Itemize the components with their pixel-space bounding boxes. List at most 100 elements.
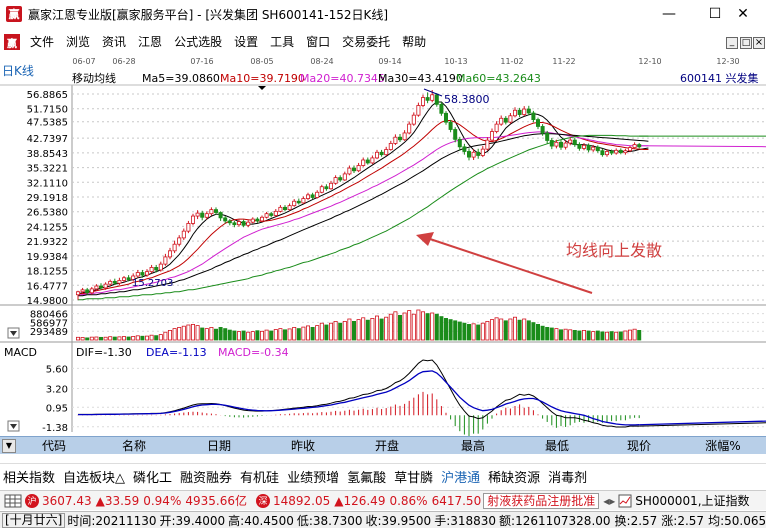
scroll-left-button[interactable]: ▼ [2,438,16,453]
col-open[interactable]: 开盘 [374,439,399,453]
date-marker-icon [258,86,266,90]
stock-chart-panel[interactable]: 06-07 06-28 07-16 08-05 08-24 09-14 10-13 11-02… [0,56,766,438]
candle-body [347,167,352,175]
minimize-button[interactable]: — [662,6,676,22]
volume-bar [80,337,85,341]
menu-file[interactable]: 文件 [30,35,55,49]
candle-body [480,148,485,156]
sz-index-badge[interactable]: 深 [255,493,270,508]
collapse-arrow-icon [10,424,17,429]
menu-formula-screener[interactable]: 公式选股 [174,35,223,49]
volume-bar [618,331,623,341]
candle-body [135,272,140,277]
tab-hk-connect[interactable]: 沪港通 [441,470,481,486]
date-axis: 06-07 06-28 07-16 08-05 08-24 09-14 10-13 11-02… [72,57,739,66]
tab-silicone[interactable]: 有机硅 [240,470,280,486]
menu-info[interactable]: 资讯 [102,35,127,49]
volume-bar [393,311,398,341]
volume-bar [186,324,191,341]
dea-label: DEA=-1.13 [146,346,207,359]
volume-bar [425,313,430,341]
low-price-label: 15.2703 [132,278,173,289]
candle-body [149,267,154,273]
volume-bar [296,328,301,341]
price-tick-label: 24.1255 [27,222,68,233]
col-price[interactable]: 现价 [626,439,651,453]
candle-body [609,151,614,154]
volume-bar [457,321,462,341]
tab-hydrofluoric-acid[interactable]: 氢氟酸 [347,470,387,486]
candle-body [370,157,375,164]
menu-gann[interactable]: 江恩 [138,35,163,49]
tab-profit-forecast[interactable]: 业绩预增 [287,470,340,486]
candle-body [126,277,131,280]
tab-disinfectant[interactable]: 消毒剂 [548,470,588,486]
menu-tools[interactable]: 工具 [270,35,295,49]
candle-body [232,222,237,226]
col-high[interactable]: 最高 [460,439,485,453]
volume-bar [494,317,499,341]
price-tick-label: 56.8865 [27,90,68,101]
col-change-pct[interactable]: 涨幅% [705,439,741,453]
date-tick-label: 07-16 [190,57,213,66]
mdi-maximize-button[interactable]: □ [740,37,752,49]
col-date[interactable]: 日期 [206,439,231,453]
candle-body [167,250,172,258]
menu-window[interactable]: 窗口 [306,35,331,49]
menu-settings[interactable]: 设置 [234,35,259,49]
grid-icon[interactable] [4,494,22,508]
ticker-symbol[interactable]: SH000001,上证指数 [635,494,750,508]
news-ticker[interactable]: 射液获药品注册批准 [483,492,600,509]
col-name[interactable]: 名称 [121,439,146,453]
menu-browse[interactable]: 浏览 [66,35,91,49]
candle-body [282,206,287,211]
macd-title[interactable]: MACD [4,346,37,359]
chart-icon[interactable] [618,494,632,508]
tab-scarce-resources[interactable]: 稀缺资源 [488,470,541,486]
ma-line-ma30 [78,133,649,297]
candle-body [213,209,218,213]
sh-index-badge[interactable]: 沪 [25,493,39,508]
chart-canvas[interactable]: 06-07 06-28 07-16 08-05 08-24 09-14 10-13 11-02… [0,56,766,438]
volume-bar [122,336,127,341]
volume-bar [609,331,614,341]
volume-bar [282,329,287,341]
date-tick-label: 06-28 [112,57,135,66]
candle-body [324,186,329,190]
status-bar: [十月廿六] 时间:20211130 开:39.4000 高:40.4500 低… [0,511,766,528]
candle-body [195,212,200,217]
col-low[interactable]: 最低 [544,439,569,453]
tab-glyphosate[interactable]: 草甘膦 [394,470,434,486]
dea-line-extension [639,420,766,426]
close-button[interactable]: ✕ [737,6,749,22]
menu-help[interactable]: 帮助 [402,35,427,49]
col-prev-close[interactable]: 昨收 [290,439,315,453]
candle-body [618,149,623,154]
col-code[interactable]: 代码 [41,439,66,453]
volume-bar [158,334,163,341]
mdi-close-button[interactable]: × [753,37,765,49]
price-tick-label: 26.5380 [27,208,68,219]
candle-body [310,194,315,198]
tab-related-index[interactable]: 相关指数 [3,470,56,486]
tab-custom-block[interactable]: 自选板块△ [63,470,126,486]
tab-phosphorus-chem[interactable]: 磷化工 [133,470,173,486]
candle-body [425,97,430,101]
candle-body [632,144,637,149]
maximize-button[interactable]: ☐ [708,6,722,22]
volume-tick-label: 293489 [30,327,68,338]
tab-margin-trading[interactable]: 融资融券 [180,470,233,486]
macd-tick-label: 5.60 [46,364,68,375]
mdi-minimize-button[interactable]: _ [726,37,738,49]
status-change: 涨:2.57 [661,513,705,528]
candle-body [393,136,398,144]
candle-body [540,126,545,134]
volume-bar [480,322,485,341]
prev-arrow-icon[interactable]: ◂▸ [603,493,616,508]
period-label[interactable]: 日K线 [2,64,34,78]
window-title: 赢家江恩专业版[赢家服务平台] - [兴发集团 SH600141-152日K线] [28,7,389,22]
candle-body [637,144,642,148]
menu-trade[interactable]: 交易委托 [342,35,391,49]
volume-bar [600,331,605,341]
volume-bar [384,316,389,341]
